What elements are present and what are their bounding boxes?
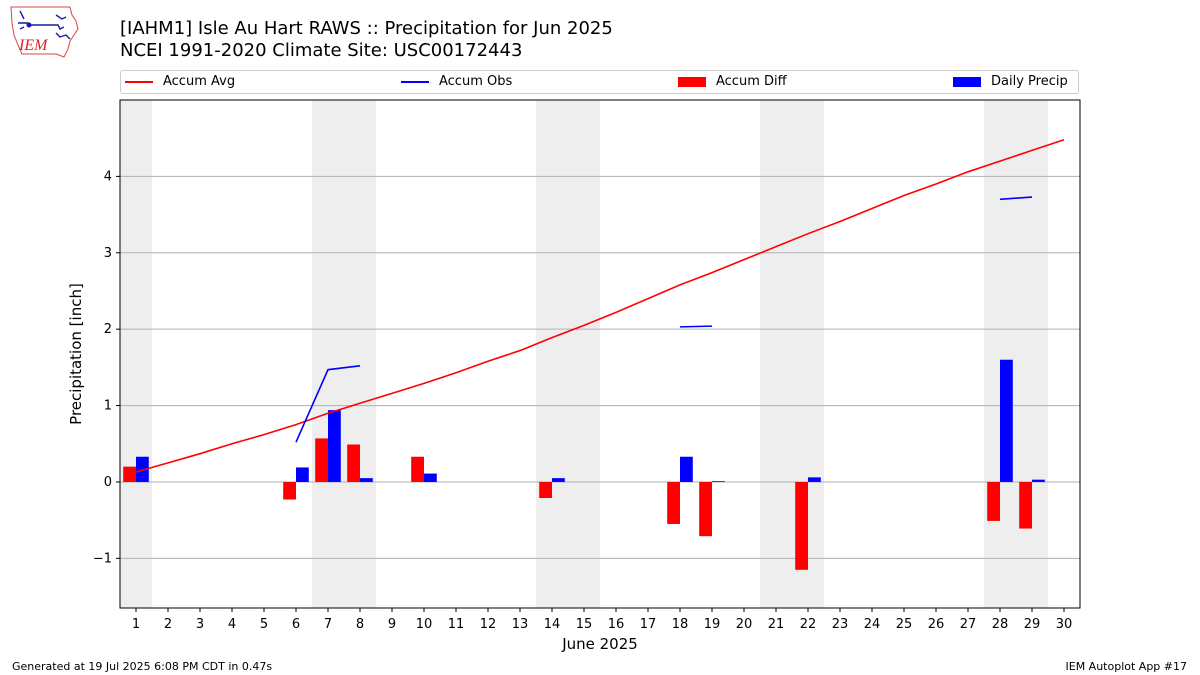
- accum-obs-line-segment-2: [679, 325, 713, 328]
- chart-title: [IAHM1] Isle Au Hart RAWS :: Precipitati…: [120, 18, 613, 39]
- daily-precip-bar-day-6: [296, 467, 309, 482]
- daily-precip-bar-day-19: [712, 481, 725, 482]
- daily-precip-bar-day-7: [328, 410, 341, 482]
- x-tick-label-29: 29: [1024, 617, 1041, 632]
- x-tick-label-19: 19: [704, 617, 721, 632]
- plot-frame: [119, 99, 1081, 609]
- legend-swatch-accum-diff: [678, 76, 706, 87]
- daily-precip-bar-day-18: [680, 456, 693, 482]
- daily-precip-bar-day-14: [552, 478, 565, 482]
- legend-swatch-accum-avg: [125, 80, 153, 83]
- accum-diff-bar-day-7: [315, 438, 328, 482]
- app-credit: IEM Autoplot App #17: [1065, 660, 1188, 673]
- x-tick-label-9: 9: [388, 617, 396, 632]
- x-tick-label-18: 18: [672, 617, 689, 632]
- y-tick-label--1: −1: [93, 551, 112, 566]
- x-tick-label-17: 17: [640, 617, 657, 632]
- x-tick-label-25: 25: [896, 617, 913, 632]
- daily-precip-bar-day-8: [360, 478, 373, 482]
- accum-diff-bar-day-19: [699, 481, 712, 537]
- x-tick-label-21: 21: [768, 617, 785, 632]
- legend-item-accum-avg: Accum Avg: [125, 74, 235, 90]
- x-tick-label-10: 10: [416, 617, 433, 632]
- accum-diff-bar-day-29: [1019, 481, 1032, 529]
- accum-diff-bar-day-18: [667, 481, 680, 524]
- daily-precip-bar-day-29: [1032, 479, 1045, 482]
- accum-diff-bar-day-28: [987, 481, 1000, 521]
- weekend-shade-day-1: [120, 100, 152, 608]
- y-tick-label-2: 2: [104, 322, 112, 337]
- x-tick-label-14: 14: [544, 617, 561, 632]
- daily-precip-bar-day-22: [808, 477, 821, 482]
- weekend-shade-day-21: [760, 100, 792, 608]
- y-axis-label: Precipitation [inch]: [67, 283, 85, 425]
- accum-obs-line-segment-3: [999, 196, 1033, 201]
- x-tick-label-26: 26: [928, 617, 945, 632]
- legend-label-accum-diff: Accum Diff: [716, 74, 787, 89]
- x-tick-label-6: 6: [292, 617, 300, 632]
- legend-label-daily-precip: Daily Precip: [991, 74, 1068, 89]
- x-tick-label-23: 23: [832, 617, 849, 632]
- accum-diff-bar-day-22: [795, 481, 808, 570]
- logo-text: IEM: [18, 37, 49, 54]
- x-tick-label-1: 1: [132, 617, 140, 632]
- legend-item-accum-diff: Accum Diff: [678, 74, 787, 90]
- y-tick-label-4: 4: [104, 169, 112, 184]
- x-tick-label-7: 7: [324, 617, 332, 632]
- iem-logo: IEM: [10, 6, 79, 58]
- x-tick-label-3: 3: [196, 617, 204, 632]
- legend-item-daily-precip: Daily Precip: [953, 74, 1068, 90]
- chart-subtitle: NCEI 1991-2020 Climate Site: USC00172443: [120, 40, 523, 61]
- accum-diff-bar-day-1: [123, 466, 136, 482]
- accum-avg-line: [135, 138, 1065, 473]
- generated-timestamp: Generated at 19 Jul 2025 6:08 PM CDT in …: [12, 660, 273, 673]
- x-tick-label-22: 22: [800, 617, 817, 632]
- x-tick-label-30: 30: [1056, 617, 1073, 632]
- weekend-shade-day-14: [536, 100, 568, 608]
- y-tick-label-1: 1: [104, 399, 112, 414]
- x-tick-label-13: 13: [512, 617, 529, 632]
- x-tick-label-27: 27: [960, 617, 977, 632]
- chart-legend: Accum Avg Accum Obs Accum Diff Daily Pre…: [120, 70, 1079, 94]
- weekend-shade-day-28: [984, 100, 1016, 608]
- y-tick-label-3: 3: [104, 246, 112, 261]
- y-tick-label-0: 0: [104, 475, 112, 490]
- accum-diff-bar-day-14: [539, 481, 552, 498]
- x-tick-label-15: 15: [576, 617, 593, 632]
- x-tick-label-28: 28: [992, 617, 1009, 632]
- x-tick-label-12: 12: [480, 617, 497, 632]
- x-tick-label-8: 8: [356, 617, 364, 632]
- legend-swatch-accum-obs: [401, 80, 429, 83]
- x-tick-label-24: 24: [864, 617, 881, 632]
- x-tick-label-4: 4: [228, 617, 236, 632]
- legend-item-accum-obs: Accum Obs: [401, 74, 512, 90]
- legend-swatch-daily-precip: [953, 76, 981, 87]
- x-axis-label: June 2025: [561, 635, 638, 653]
- legend-label-accum-obs: Accum Obs: [439, 74, 513, 89]
- weekend-shade-day-7: [312, 100, 344, 608]
- daily-precip-bar-day-28: [1000, 359, 1013, 482]
- accum-obs-line-segment-1: [295, 365, 361, 443]
- accum-diff-bar-day-10: [411, 456, 424, 482]
- accum-diff-bar-day-6: [283, 481, 296, 500]
- weekend-shade-day-8: [344, 100, 376, 608]
- x-tick-label-16: 16: [608, 617, 625, 632]
- x-tick-label-11: 11: [448, 617, 465, 632]
- x-tick-label-5: 5: [260, 617, 268, 632]
- daily-precip-bar-day-10: [424, 473, 437, 482]
- x-tick-label-20: 20: [736, 617, 753, 632]
- x-tick-label-2: 2: [164, 617, 172, 632]
- accum-diff-bar-day-8: [347, 444, 360, 482]
- legend-label-accum-avg: Accum Avg: [163, 74, 236, 89]
- daily-precip-bar-day-1: [136, 456, 149, 482]
- weekend-shade-day-15: [568, 100, 600, 608]
